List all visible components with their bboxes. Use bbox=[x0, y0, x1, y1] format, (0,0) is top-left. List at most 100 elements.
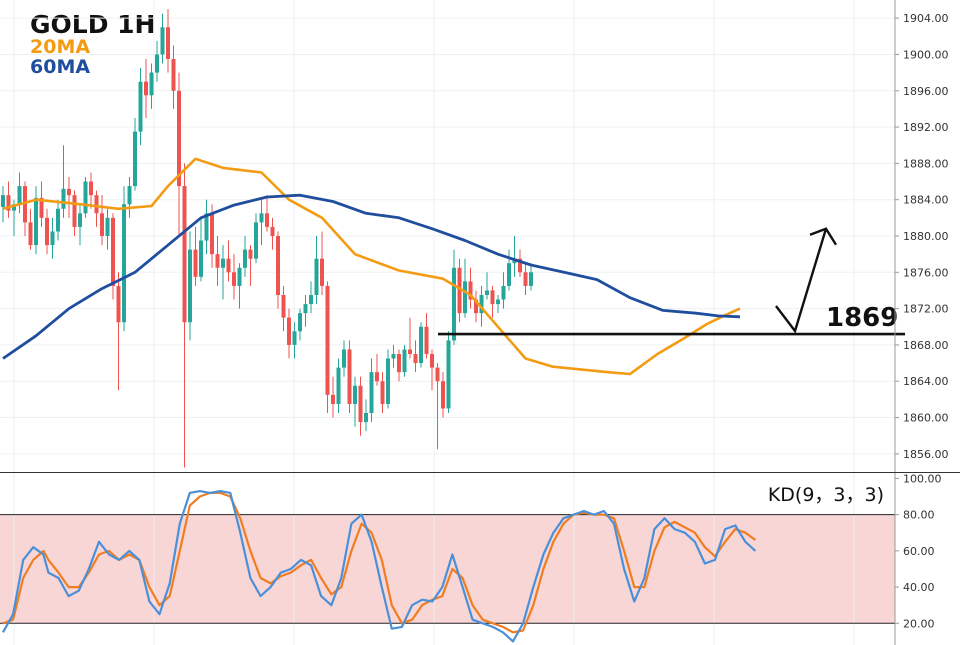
chart-title-block: GOLD 1H 20MA 60MA bbox=[30, 12, 155, 77]
candle-body bbox=[424, 326, 429, 354]
candle-body bbox=[391, 354, 396, 359]
candle-body bbox=[397, 354, 401, 373]
candle-body bbox=[122, 204, 126, 323]
candle-body bbox=[221, 258, 225, 268]
candle-body bbox=[243, 249, 247, 268]
candle-body bbox=[529, 272, 533, 286]
price-tick-label: 1904.00 bbox=[903, 12, 949, 25]
candle-body bbox=[23, 186, 27, 223]
kd-tick-label: 20.00 bbox=[903, 617, 935, 630]
price-tick-label: 1876.00 bbox=[903, 266, 949, 279]
candle-body bbox=[226, 258, 231, 273]
candle-body bbox=[105, 217, 110, 236]
candle-body bbox=[463, 281, 467, 314]
arrow-head-icon bbox=[809, 227, 838, 246]
candle-body bbox=[375, 372, 379, 382]
legend-ma20: 20MA bbox=[30, 36, 91, 58]
candle-body bbox=[402, 349, 407, 373]
candle-body bbox=[413, 354, 418, 364]
candle-body bbox=[144, 81, 148, 96]
kd-tick-label: 60.00 bbox=[903, 545, 935, 558]
candle-body bbox=[12, 204, 16, 211]
candle-body bbox=[430, 354, 434, 368]
candle-body bbox=[523, 272, 528, 286]
kd-indicator-title: KD(9，3，3) bbox=[768, 484, 884, 506]
candle-body bbox=[39, 197, 44, 218]
projection-arrow bbox=[775, 228, 828, 334]
candle-body bbox=[193, 249, 198, 277]
candle-body bbox=[468, 281, 473, 300]
candle-body bbox=[298, 313, 302, 332]
candle-body bbox=[45, 217, 49, 246]
candle-body bbox=[380, 381, 385, 404]
candle-body bbox=[419, 326, 423, 364]
candle-body bbox=[155, 54, 159, 73]
candle-body bbox=[331, 394, 335, 404]
candle-body bbox=[127, 186, 132, 205]
candle-body bbox=[1, 195, 5, 207]
candle-body bbox=[358, 385, 363, 423]
price-tick-label: 1864.00 bbox=[903, 375, 949, 388]
price-pane: 1869 1856.00 1860.00 1864.00 1868.00 1872.00… bbox=[0, 0, 949, 472]
price-tick-label: 1888.00 bbox=[903, 157, 949, 170]
candle-body bbox=[314, 258, 319, 295]
candle-body bbox=[171, 59, 176, 91]
candle-body bbox=[237, 267, 242, 286]
candle-body bbox=[281, 295, 286, 318]
candle-body bbox=[496, 299, 500, 305]
candle-body bbox=[89, 181, 93, 196]
candle-body bbox=[347, 349, 352, 404]
candle-body bbox=[6, 195, 11, 211]
candle-body bbox=[270, 226, 275, 236]
candle-body bbox=[292, 331, 297, 345]
candle-body bbox=[133, 131, 137, 187]
candle-body bbox=[248, 249, 253, 259]
candle-body bbox=[111, 217, 115, 286]
price-grid bbox=[0, 0, 895, 472]
candle-body bbox=[479, 295, 484, 314]
price-tick-label: 1900.00 bbox=[903, 48, 949, 61]
kd-tick-label: 80.00 bbox=[903, 509, 935, 522]
candle-body bbox=[485, 290, 489, 295]
price-tick-label: 1880.00 bbox=[903, 230, 949, 243]
candle-body bbox=[34, 197, 38, 246]
candle-body bbox=[336, 367, 341, 404]
candle-body bbox=[204, 213, 209, 241]
ma20-line bbox=[2, 157, 741, 376]
candle-body bbox=[116, 285, 121, 323]
candle-body bbox=[28, 222, 33, 246]
kd-axis: 20.00 40.00 60.00 80.00 100.00 bbox=[894, 472, 942, 645]
candle-body bbox=[353, 385, 357, 404]
candle-body bbox=[100, 213, 104, 236]
candle-body bbox=[50, 231, 55, 246]
candle-body bbox=[474, 299, 478, 314]
kd-tick-label: 100.00 bbox=[903, 472, 942, 485]
support-annotation: 1869 bbox=[438, 227, 905, 336]
candle-body bbox=[518, 258, 522, 273]
candle-body bbox=[446, 340, 451, 409]
candle-body bbox=[232, 272, 236, 286]
candle-body bbox=[408, 349, 412, 354]
candle-body bbox=[325, 285, 330, 395]
candle-body bbox=[56, 208, 60, 232]
candle-body bbox=[138, 81, 143, 132]
candle-body bbox=[149, 72, 154, 96]
candle-body bbox=[386, 358, 390, 404]
price-tick-label: 1860.00 bbox=[903, 412, 949, 425]
kd-grid bbox=[0, 473, 895, 645]
candle-body bbox=[182, 186, 187, 323]
candle-body bbox=[287, 317, 291, 345]
candle-body bbox=[160, 27, 165, 55]
candlestick-series bbox=[1, 9, 533, 468]
candle-body bbox=[78, 213, 82, 227]
price-tick-label: 1872.00 bbox=[903, 303, 949, 316]
candle-body bbox=[72, 195, 77, 227]
kd-d-line bbox=[2, 491, 757, 634]
candle-body bbox=[501, 285, 506, 300]
candle-body bbox=[67, 188, 71, 196]
candle-body bbox=[320, 258, 324, 286]
candle-body bbox=[457, 267, 462, 314]
support-label-1869: 1869 bbox=[826, 303, 898, 333]
candle-body bbox=[166, 27, 170, 59]
